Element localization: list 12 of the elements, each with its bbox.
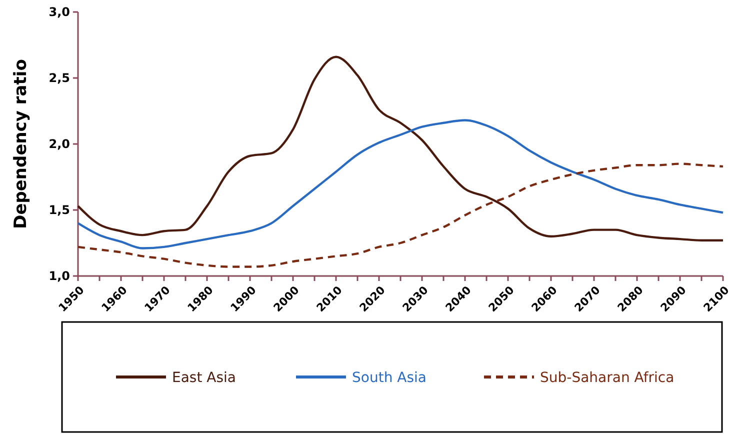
line-series — [76, 56, 724, 242]
y-tick-label: 1,0 — [48, 269, 70, 284]
y-tick-label: 2,0 — [48, 137, 70, 152]
y-tick-label: 3,0 — [48, 5, 70, 20]
legend-label: East Asia — [172, 370, 236, 386]
legend-label: South Asia — [352, 370, 426, 386]
line-series — [76, 119, 724, 250]
y-tick-label: 2,5 — [48, 71, 70, 86]
line-series — [76, 162, 724, 268]
y-axis-title: Dependency ratio — [11, 59, 31, 229]
legend-label: Sub-Saharan Africa — [540, 370, 674, 386]
y-tick-label: 1,5 — [48, 203, 70, 218]
